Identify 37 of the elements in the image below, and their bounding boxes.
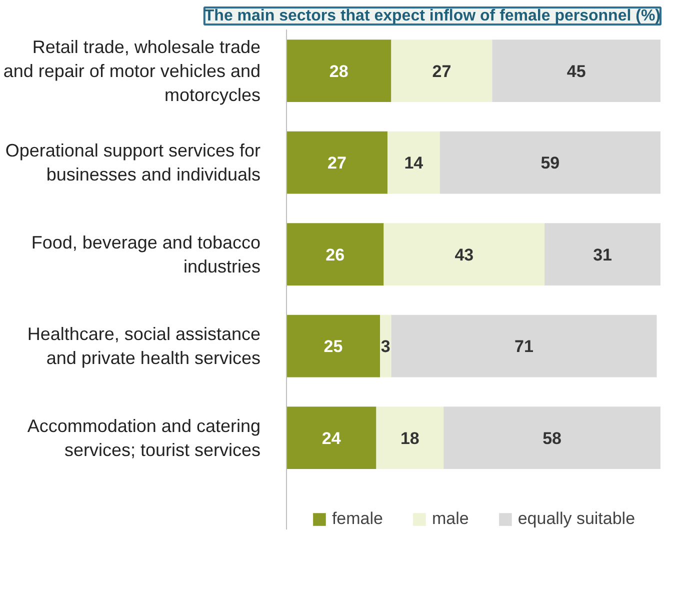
data-label: 3 — [380, 337, 390, 356]
bar — [544, 223, 660, 286]
bar — [391, 40, 492, 102]
bar — [384, 223, 545, 286]
data-label: 28 — [329, 62, 348, 81]
data-label: 27 — [432, 62, 452, 81]
legend-label: male — [432, 509, 469, 529]
y-tick-label: Operational support services for businesses and individuals — [5, 140, 261, 185]
bar — [286, 40, 392, 102]
data-label: 26 — [326, 245, 345, 264]
data-label: 27 — [328, 154, 346, 173]
bar — [492, 40, 660, 102]
bar — [387, 131, 440, 194]
legend-label: female — [332, 509, 383, 529]
y-tick-label: Food, beverage and tobacco industries — [31, 232, 261, 276]
bar — [286, 406, 376, 469]
bar — [376, 406, 444, 469]
bar — [286, 314, 380, 378]
bar — [444, 406, 660, 469]
legend-label: equally suitable — [518, 509, 636, 529]
data-label: 24 — [322, 428, 342, 448]
data-label: 25 — [324, 337, 343, 356]
data-label: 31 — [593, 245, 612, 264]
bar — [286, 131, 388, 194]
bar — [286, 223, 384, 286]
data-label: 58 — [542, 428, 562, 448]
data-label: 45 — [566, 62, 586, 81]
y-tick-label: Healthcare, social assistance and private health services — [27, 324, 261, 368]
data-label: 43 — [454, 245, 474, 264]
bar — [440, 131, 660, 194]
y-tick-label: Retail trade, wholesale trade and repair of motor vehicles and motorcycles — [3, 36, 261, 105]
data-label: 59 — [540, 154, 560, 173]
data-label: 71 — [514, 337, 534, 356]
data-label: 14 — [404, 154, 424, 173]
y-tick-label: Accommodation and catering services; tourist services — [27, 416, 261, 460]
data-label: 18 — [400, 428, 420, 448]
bar — [391, 314, 657, 378]
